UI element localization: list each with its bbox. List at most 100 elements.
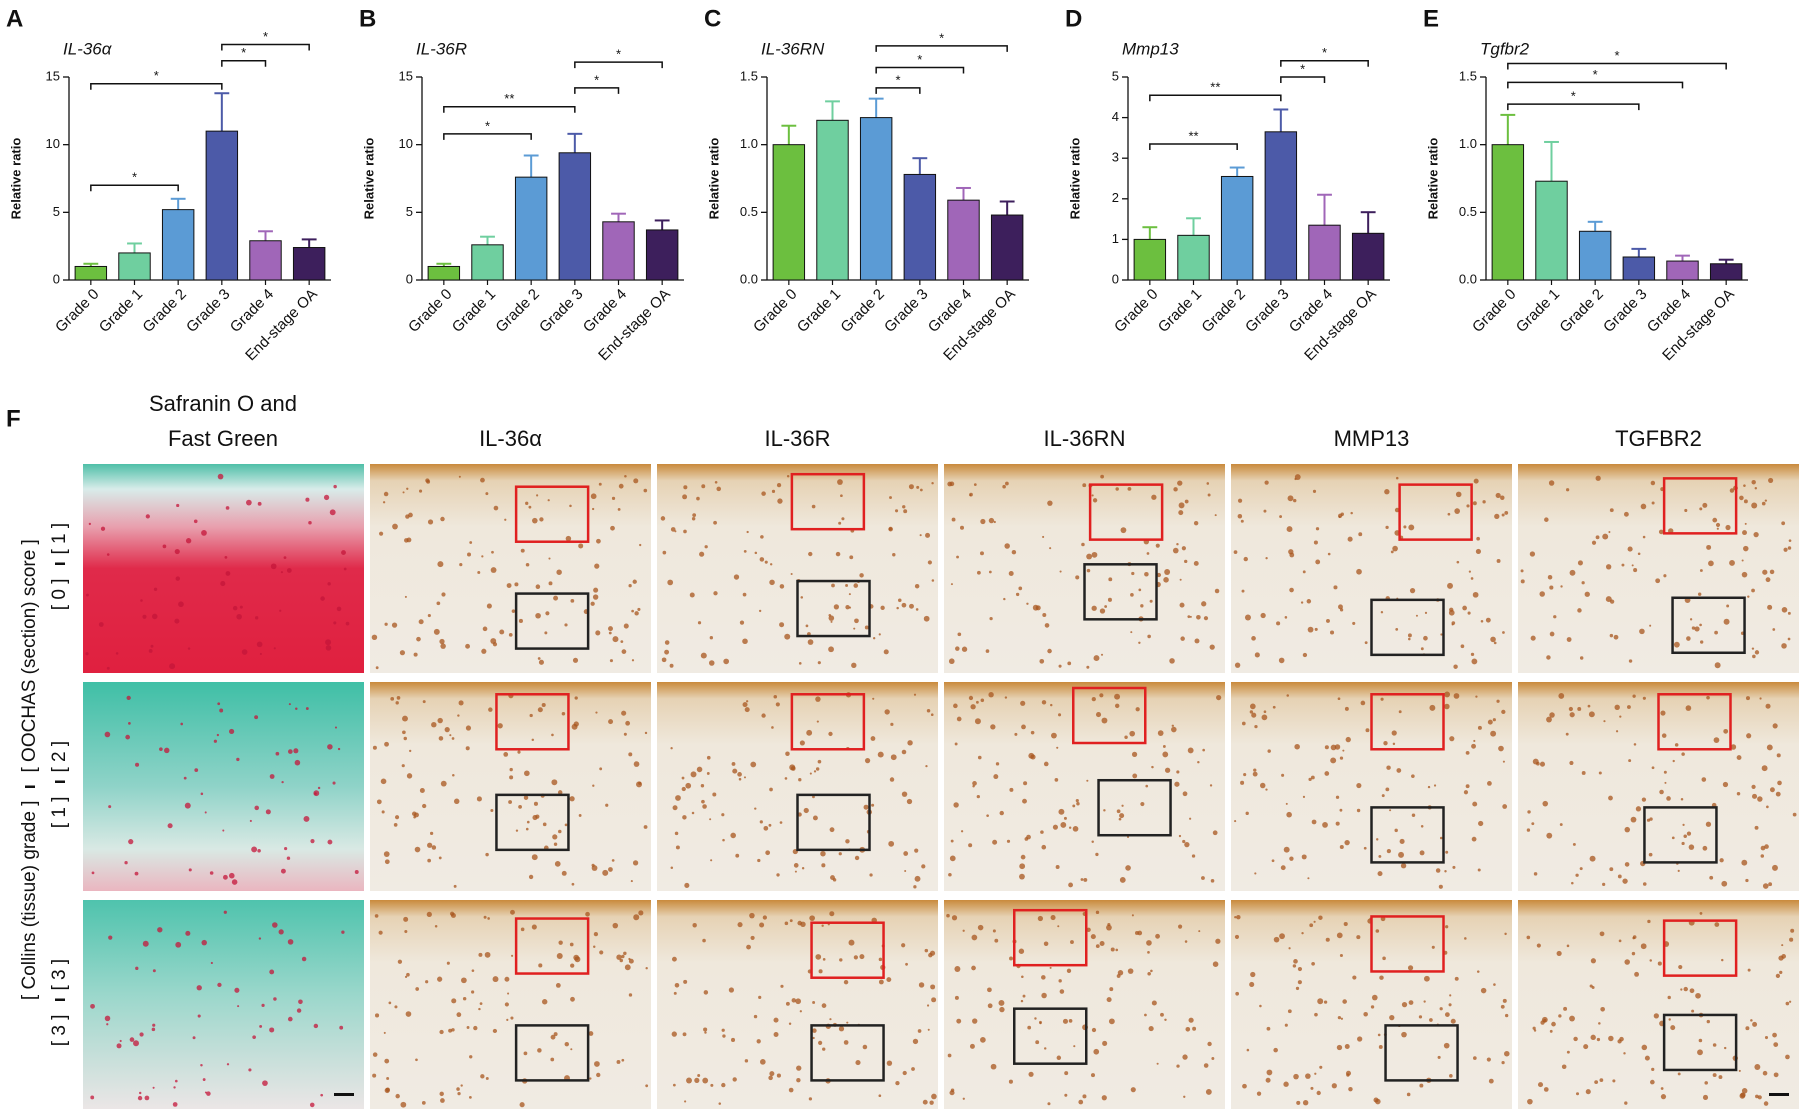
y-tick-label: 3 [1112, 150, 1119, 165]
cell-dot [531, 924, 537, 930]
cell-dot [295, 707, 298, 711]
cell-dot [142, 614, 147, 619]
cell-dot [732, 768, 738, 774]
cell-dot [704, 545, 708, 549]
cell-dot [1376, 838, 1379, 841]
cell-dot [497, 723, 503, 729]
cell-dot [1699, 623, 1702, 627]
cell-dot [811, 504, 816, 509]
roi-box-red [810, 921, 885, 979]
cell-dot [1407, 965, 1414, 971]
cell-dot [796, 1077, 801, 1083]
cell-dot [383, 1031, 386, 1034]
cell-dot [317, 786, 321, 790]
roi-box-red [1088, 483, 1164, 541]
cell-dot [1266, 1069, 1273, 1076]
cell-dot [1454, 976, 1459, 981]
cell-dot [404, 930, 408, 934]
roi-box-red [495, 693, 570, 751]
cell-dot [1104, 605, 1108, 608]
ihc-image [1518, 900, 1799, 1109]
cell-dot [1114, 693, 1121, 700]
cell-dot [333, 621, 337, 625]
y-axis-label: Relative ratio [1425, 138, 1440, 220]
cell-dot [878, 1094, 882, 1098]
cell-dot [780, 984, 784, 988]
cell-dot [538, 963, 543, 968]
cell-dot [1044, 623, 1050, 628]
cell-dot [477, 570, 481, 574]
cell-dot [917, 1029, 922, 1033]
cell-dot [1073, 1045, 1076, 1048]
significance-bracket [875, 87, 921, 94]
cell-dot [1608, 1035, 1614, 1042]
cell-dot [616, 1060, 621, 1064]
cell-dot [327, 744, 333, 750]
cell-dot [1273, 936, 1280, 943]
cell-dot [624, 474, 627, 478]
cell-dot [886, 977, 892, 983]
cell-dot [1689, 618, 1693, 621]
cell-dot [135, 966, 139, 971]
cell-dot [864, 625, 869, 630]
cell-dot [384, 741, 389, 747]
cell-dot [1609, 633, 1614, 638]
cell-dot [1708, 560, 1714, 567]
x-tick-label: Grade 0 [1469, 286, 1519, 336]
cell-dot [1542, 800, 1549, 807]
cell-dot [1237, 513, 1243, 519]
significance-label: * [263, 29, 268, 44]
cell-dot [1364, 641, 1368, 645]
cell-dot [416, 636, 421, 642]
cell-dot [173, 1086, 176, 1089]
cell-dot [746, 530, 749, 534]
cell-dot [520, 927, 525, 932]
cell-dot [1617, 874, 1622, 879]
cell-dot [523, 795, 529, 800]
bar [859, 117, 893, 281]
cell-dot [878, 633, 881, 636]
cell-dot [460, 1084, 463, 1087]
cell-dot [970, 704, 976, 710]
cell-dot [1785, 1054, 1790, 1060]
cell-dot [508, 800, 513, 804]
cell-dot [1651, 1067, 1655, 1071]
cell-dot [1490, 730, 1497, 737]
cell-dot [985, 649, 990, 653]
cell-dot [1721, 880, 1728, 887]
significance-label: * [485, 118, 490, 133]
cell-dot [414, 812, 419, 818]
cell-dot [1022, 798, 1027, 804]
cell-dot [828, 731, 833, 737]
cell-dot [294, 759, 301, 766]
cell-dot [718, 1102, 722, 1105]
cell-dot [345, 621, 350, 626]
cell-dot [1064, 1071, 1069, 1076]
cell-dot [1493, 641, 1497, 645]
cell-dot [392, 523, 398, 530]
y-axis-label: Relative ratio [1067, 138, 1082, 220]
y-tick-label: 1.5 [1459, 68, 1477, 83]
cell-dot [1747, 595, 1750, 598]
cell-dot [450, 912, 456, 918]
cell-dot [675, 845, 680, 850]
cell-dot [920, 488, 923, 492]
cell-dot [473, 1025, 478, 1031]
cell-dot [670, 747, 673, 750]
cell-dot [1624, 862, 1630, 867]
cell-dot [1533, 1029, 1537, 1032]
cell-dot [1399, 838, 1405, 844]
cell-dot [1042, 535, 1045, 539]
cell-dot [1460, 644, 1465, 649]
cell-dot [1067, 661, 1072, 666]
cell-dot [1723, 728, 1729, 734]
cell-dot [980, 698, 985, 703]
cell-dot [878, 957, 883, 962]
cell-dot [1283, 846, 1290, 853]
safranin-image [83, 900, 364, 1109]
cell-dot [902, 1070, 907, 1076]
cell-dot [453, 884, 457, 888]
cell-dot [511, 609, 516, 613]
cell-dot [200, 792, 204, 796]
cell-dot [314, 792, 317, 795]
